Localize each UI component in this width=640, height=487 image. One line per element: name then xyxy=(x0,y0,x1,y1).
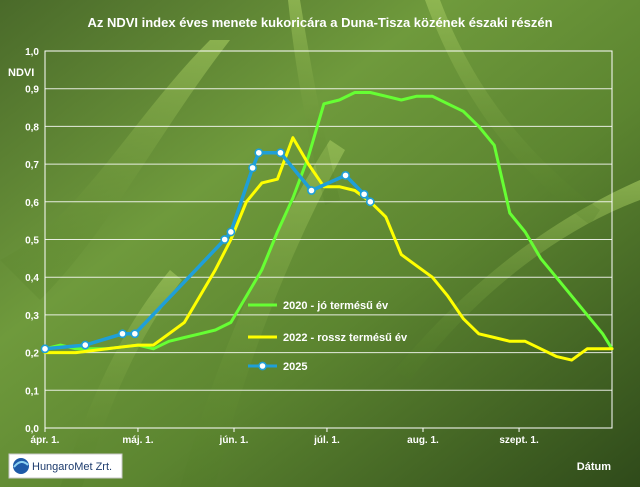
x-tick-label: máj. 1. xyxy=(122,435,153,446)
grid-lines xyxy=(44,50,613,429)
y-tick-label: 0,1 xyxy=(25,386,39,397)
data-point-2025 xyxy=(248,163,257,173)
data-point-2025 xyxy=(365,197,375,207)
y-tick-label: 0,7 xyxy=(25,160,39,171)
x-tick-label: ápr. 1. xyxy=(31,435,60,446)
series-line-2020 xyxy=(43,91,614,351)
y-tick-label: 0,0 xyxy=(25,424,39,435)
y-tick-label: 0,9 xyxy=(25,85,39,96)
data-point-2025 xyxy=(226,227,236,237)
data-point-2025 xyxy=(307,186,316,195)
logo-text: HungaroMet Zrt. xyxy=(32,461,112,473)
series-line-2022 xyxy=(43,136,614,362)
data-point-2025 xyxy=(80,340,90,350)
y-tick-label: 0,8 xyxy=(25,122,39,133)
plot-border xyxy=(44,50,613,429)
y-tick-label: 0,3 xyxy=(25,311,39,322)
legend-label-2022: 2022 - rossz termésű év xyxy=(283,332,408,344)
y-axis-title: NDVI xyxy=(8,67,34,79)
legend-label-2020: 2020 - jó termésű év xyxy=(283,300,389,312)
x-tick-label: aug. 1. xyxy=(407,435,439,446)
data-point-2025 xyxy=(40,344,50,354)
data-point-2025 xyxy=(276,148,285,158)
y-tick-label: 0,6 xyxy=(25,198,39,209)
data-point-2025 xyxy=(359,189,369,199)
data-point-2025 xyxy=(118,329,127,339)
data-point-2025 xyxy=(341,171,350,180)
y-tick-label: 0,5 xyxy=(25,236,39,247)
axes: 0,0 0,1 0,2 0,3 0,4 0,5 0,6 0,7 0,8 0,9 1,0 ápr. 1.… xyxy=(25,47,539,446)
chart-title: Az NDVI index éves menete kukoricára a D… xyxy=(87,15,552,30)
legend: 2020 - jó termésű év 2022 - rossz termésű… xyxy=(248,300,408,373)
x-tick-label: szept. 1. xyxy=(499,435,539,446)
y-tick-label: 1,0 xyxy=(25,47,39,58)
y-tick-label: 0,2 xyxy=(25,349,39,360)
legend-marker-2025 xyxy=(258,361,267,371)
hungaromet-logo: HungaroMet Zrt. xyxy=(8,453,123,479)
x-tick-label: júl. 1. xyxy=(313,435,340,446)
x-tick-label: jún. 1. xyxy=(219,435,249,446)
y-tick-label: 0,4 xyxy=(25,273,39,284)
x-axis-title: Dátum xyxy=(577,461,611,473)
data-point-2025 xyxy=(220,235,230,244)
data-point-2025 xyxy=(254,148,264,158)
legend-label-2025: 2025 xyxy=(283,361,307,373)
series-layer xyxy=(40,91,614,362)
data-point-2025 xyxy=(130,329,140,339)
